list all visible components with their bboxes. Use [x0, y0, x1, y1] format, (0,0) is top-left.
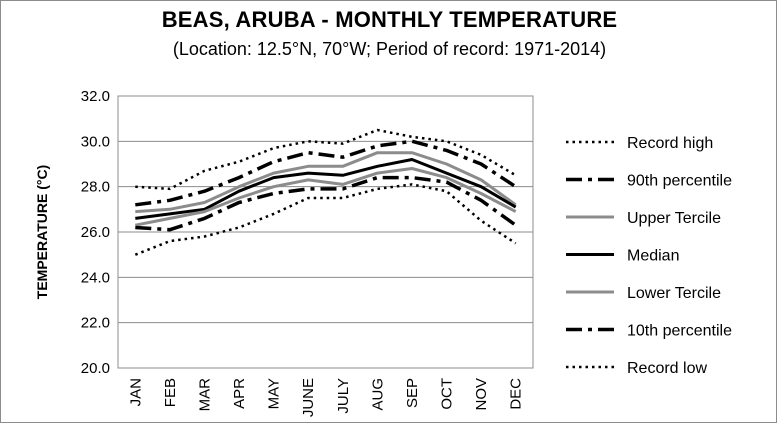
y-tick-label: 20.0: [81, 360, 110, 377]
y-tick-label: 30.0: [81, 133, 110, 150]
x-tick-label: NOV: [473, 378, 490, 411]
x-tick-label: JUNE: [300, 378, 317, 417]
series-line-record-high: [135, 128, 517, 191]
legend-item: Record low: [566, 360, 707, 377]
x-tick-label: FEB: [162, 378, 179, 407]
series-line-record-low: [134, 183, 517, 256]
legend-label: Median: [627, 248, 679, 265]
legend-label: Upper Tercile: [627, 210, 721, 227]
y-axis-ticks: 20.0 22.0 24.0 26.0 28.0 30.0 32.0: [81, 88, 110, 377]
legend-label: 90th percentile: [627, 173, 732, 190]
series-line-lower-tercile: [135, 167, 517, 227]
legend-item: 10th percentile: [566, 323, 732, 340]
chart-title: BEAS, ARUBA - MONTHLY TEMPERATURE: [161, 7, 618, 32]
x-tick-label: MAY: [266, 378, 283, 409]
legend-item: Median: [566, 248, 679, 265]
series-lines: [134, 128, 517, 256]
x-tick-label: JULY: [335, 378, 352, 414]
y-tick-label: 28.0: [81, 179, 110, 196]
y-tick-label: 26.0: [81, 224, 110, 241]
legend-label: 10th percentile: [627, 323, 732, 340]
y-axis-label: TEMPERATURE (°C): [34, 165, 50, 299]
x-tick-label: MAR: [196, 378, 213, 412]
x-tick-label: DEC: [508, 378, 525, 410]
x-tick-label: JAN: [127, 378, 144, 406]
legend-label: Record high: [627, 135, 713, 152]
y-tick-label: 22.0: [81, 315, 110, 332]
chart-subtitle: (Location: 12.5°N, 70°W; Period of recor…: [172, 39, 607, 59]
legend: Record high 90th percentile Upper Tercile M…: [566, 135, 732, 377]
gridlines: [118, 95, 533, 369]
x-tick-label: OCT: [439, 378, 456, 410]
legend-item: Record high: [566, 135, 713, 152]
y-tick-label: 24.0: [81, 269, 110, 286]
x-axis-ticks: JAN FEB MAR APR MAY JUNE JULY AUG SEP OCT NOV DEC: [127, 378, 524, 417]
y-tick-label: 32.0: [81, 88, 110, 105]
legend-label: Record low: [627, 360, 707, 377]
legend-item: 90th percentile: [566, 173, 732, 190]
legend-item: Lower Tercile: [566, 285, 721, 302]
legend-item: Upper Tercile: [566, 210, 721, 227]
series-line-10th-percentile: [135, 175, 517, 232]
series-line-90th-percentile: [135, 139, 517, 207]
x-tick-label: SEP: [404, 378, 421, 408]
series-line-median: [135, 158, 517, 220]
series-line-upper-tercile: [135, 151, 517, 214]
legend-label: Lower Tercile: [627, 285, 721, 302]
x-tick-label: APR: [231, 378, 248, 409]
x-tick-label: AUG: [369, 378, 386, 411]
plot-area-border: [117, 95, 534, 369]
